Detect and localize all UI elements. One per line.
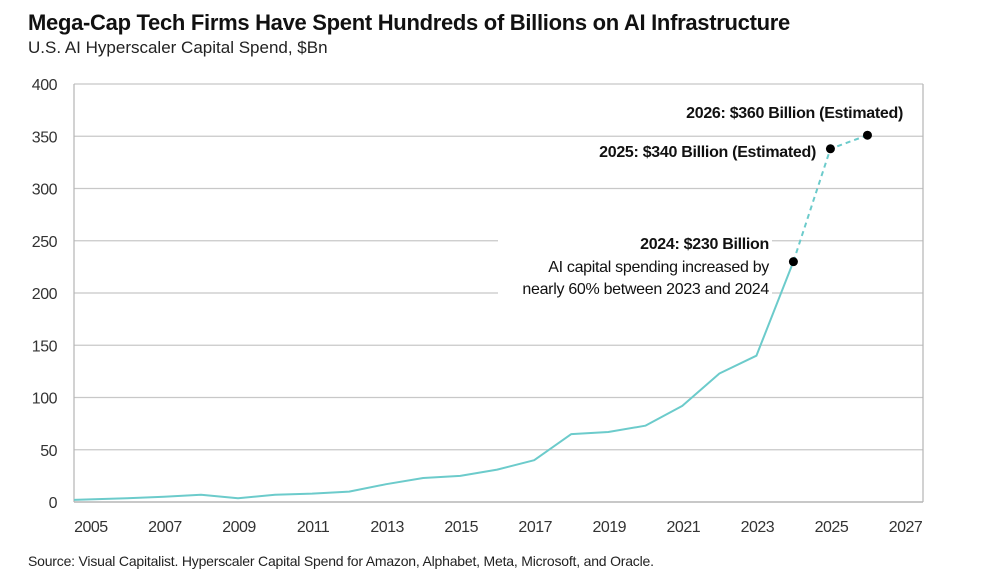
x-tick-label: 2007: [148, 519, 182, 536]
y-tick-label: 50: [40, 443, 57, 460]
annotations-group: 2026: $360 Billion (Estimated) 2025: $34…: [498, 105, 903, 302]
x-tick-label: 2023: [741, 519, 775, 536]
x-tick-label: 2015: [444, 519, 478, 536]
chart-title: Mega-Cap Tech Firms Have Spent Hundreds …: [28, 10, 790, 35]
annotation-2024: 2024: $230 Billion: [640, 236, 769, 253]
data-point-marker-2024: [788, 257, 798, 267]
annotation-2024-note-line-2: nearly 60% between 2023 and 2024: [522, 281, 769, 298]
y-tick-label: 200: [32, 286, 58, 303]
y-tick-label: 100: [32, 391, 58, 408]
y-tick-label: 400: [32, 77, 58, 94]
axes: [73, 84, 924, 503]
y-tick-label: 300: [32, 182, 58, 199]
y-axis-ticks: 0 50 100 150 200 250 300 350 400: [32, 77, 58, 512]
x-tick-label: 2005: [74, 519, 108, 536]
chart-subtitle: U.S. AI Hyperscaler Capital Spend, $Bn: [28, 38, 328, 57]
markers-group: [788, 130, 872, 267]
x-tick-label: 2009: [222, 519, 256, 536]
y-tick-label: 250: [32, 234, 58, 251]
annotation-2025: 2025: $340 Billion (Estimated): [599, 144, 816, 161]
data-point-marker-2026: [862, 130, 872, 140]
x-tick-label: 2011: [297, 519, 330, 536]
x-tick-label: 2017: [518, 519, 552, 536]
annotation-background: [498, 232, 772, 302]
x-tick-label: 2027: [889, 519, 923, 536]
series-group: [73, 134, 868, 501]
x-axis-ticks: 2005 2007 2009 2011 2013 2015 2017 2019 2021 2023…: [74, 519, 923, 536]
source-note: Source: Visual Capitalist. Hyperscaler C…: [28, 553, 654, 569]
series-line-actual: [73, 261, 795, 501]
y-tick-label: 350: [32, 129, 58, 146]
y-tick-label: 150: [32, 338, 58, 355]
annotation-2024-note-line-1: AI capital spending increased by: [548, 259, 769, 276]
x-tick-label: 2025: [815, 519, 849, 536]
y-tick-label: 0: [49, 495, 58, 512]
x-tick-label: 2013: [370, 519, 404, 536]
x-tick-label: 2019: [592, 519, 626, 536]
x-tick-label: 2021: [667, 519, 701, 536]
annotation-2026: 2026: $360 Billion (Estimated): [686, 105, 903, 122]
data-point-marker-2025: [825, 144, 835, 154]
